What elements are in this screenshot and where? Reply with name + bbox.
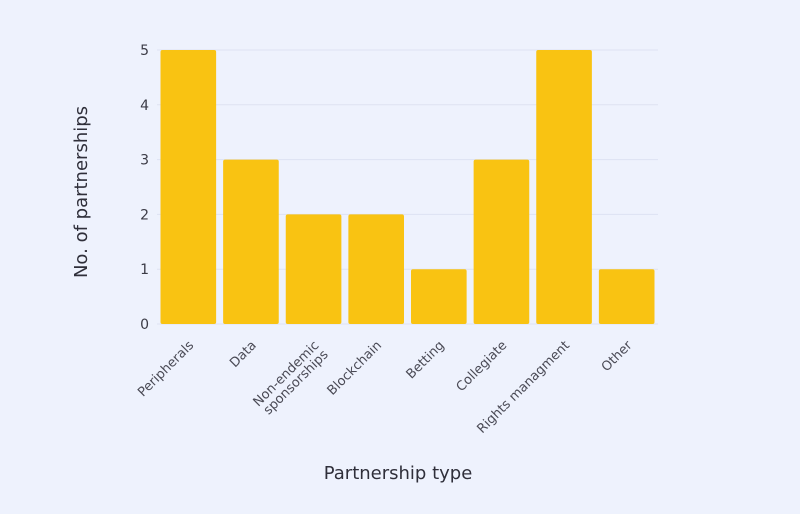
x-tick-label: Other [599,338,636,375]
x-tick-label: Collegiate [454,338,511,395]
bar-betting [411,269,467,324]
x-tick-label-line: Betting [404,338,448,382]
x-tick-label: Blockchain [325,338,385,398]
y-tick-label: 2 [140,207,149,223]
bar-rights-managment [536,50,592,324]
y-axis-ticks: 0 1 2 3 4 5 [140,43,149,333]
bar-collegiate [473,159,530,324]
bar-non-endemic-sponsorships [285,214,342,324]
bar-blockchain [348,214,404,324]
bar-peripherals [160,50,217,324]
bars [160,50,655,324]
x-axis-title: Partnership type [324,463,473,484]
y-tick-label: 4 [140,98,149,114]
x-tick-label: Data [227,338,260,371]
x-tick-label: Peripherals [135,338,197,400]
y-tick-label: 3 [140,153,149,169]
y-axis-title: No. of partnerships [71,106,92,278]
bar-other [598,269,655,324]
x-axis-ticks: Peripherals DataNon-endemicsponsorshipsBl… [135,338,636,437]
x-tick-label-line: Blockchain [325,338,385,398]
x-tick-label-line: Collegiate [454,338,511,395]
x-tick-label: Betting [404,338,448,382]
x-tick-label-line: Data [227,338,260,371]
x-tick-label-line: Peripherals [135,338,197,400]
y-tick-label: 0 [140,317,149,333]
x-tick-label: Non-endemicsponsorships [251,338,332,419]
y-tick-label: 1 [140,262,149,278]
y-tick-label: 5 [140,43,149,59]
bar-data [223,159,279,324]
x-tick-label-line: Other [599,338,636,375]
